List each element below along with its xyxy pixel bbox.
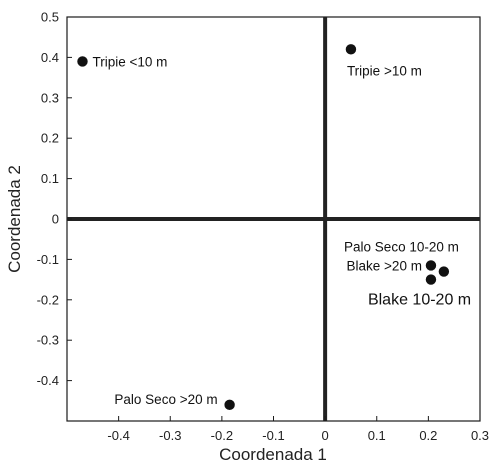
x-tick-label: 0.1 [368, 428, 386, 443]
point-labels: Tripie <10 m Tripie >10 m Palo Seco 10-20 … [92, 54, 471, 406]
y-axis-ticks: 0.5 0.4 0.3 0.2 0.1 0 -0.1 -0.2 -0.3 -0.4 [37, 10, 72, 388]
data-point [425, 260, 437, 271]
data-point [77, 56, 88, 67]
x-axis-ticks: -0.4 -0.3 -0.2 -0.1 0 0.1 0.2 0.3 [107, 416, 489, 443]
y-tick-label: -0.3 [37, 333, 59, 348]
data-points [77, 44, 450, 411]
point-label: Palo Seco >20 m [114, 392, 217, 407]
x-tick-label: -0.4 [107, 428, 129, 443]
point-label: Palo Seco 10-20 m [344, 240, 459, 255]
y-tick-label: -0.1 [37, 252, 59, 267]
y-tick-label: 0.5 [41, 10, 59, 25]
x-tick-label: 0.3 [471, 428, 489, 443]
x-tick-label: -0.3 [159, 428, 181, 443]
y-tick-label: 0.4 [41, 50, 59, 65]
data-point [345, 44, 357, 55]
point-label: Tripie <10 m [92, 54, 167, 69]
y-tick-label: 0.3 [41, 90, 59, 105]
data-point [425, 274, 437, 285]
x-tick-label: -0.1 [262, 428, 284, 443]
y-tick-label: 0.2 [41, 131, 59, 146]
point-label: Blake 10-20 m [368, 292, 471, 309]
data-point [438, 266, 450, 277]
y-axis-title: Coordenada 2 [5, 165, 24, 273]
x-tick-label: -0.2 [211, 428, 233, 443]
x-tick-label: 0.2 [419, 428, 437, 443]
y-tick-label: 0.1 [41, 171, 59, 186]
y-tick-label: 0 [52, 212, 59, 227]
y-tick-label: -0.2 [37, 292, 59, 307]
x-tick-label: 0 [322, 428, 329, 443]
y-tick-label: -0.4 [37, 373, 59, 388]
x-axis-title: Coordenada 1 [219, 445, 327, 464]
point-label: Tripie >10 m [347, 63, 422, 78]
data-point [224, 399, 235, 411]
point-label: Blake >20 m [347, 258, 422, 273]
